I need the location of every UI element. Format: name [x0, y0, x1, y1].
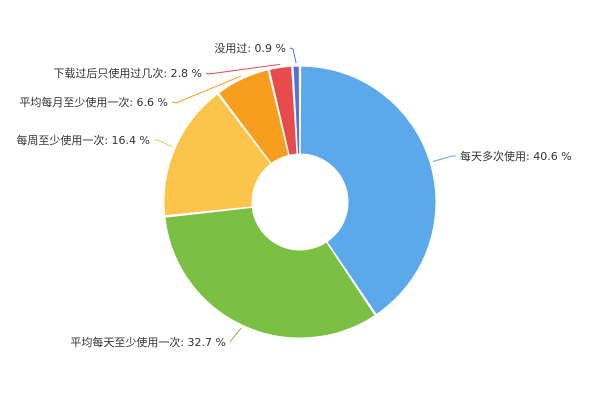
connector-every-day-multiple: [432, 155, 456, 162]
slices: [163, 65, 437, 339]
slice-monthly-at-least-once[interactable]: [217, 69, 290, 165]
label-connectors: [154, 47, 456, 343]
connector-monthly-at-least-once: [171, 75, 241, 104]
slice-weekly-at-least-once[interactable]: [163, 93, 272, 217]
label-daily-at-least-once: 平均每天至少使用一次: 32.7 %: [70, 335, 226, 349]
slice-labels: 每天多次使用: 40.6 % 平均每天至少使用一次: 32.7 % 每周至少使用一次…: [16, 42, 571, 349]
label-weekly-at-least-once: 每周至少使用一次: 16.4 %: [16, 133, 150, 147]
slice-never-used[interactable]: [292, 65, 301, 155]
connector-never-used: [289, 47, 297, 64]
label-never-used: 没用过: 0.9 %: [214, 42, 286, 55]
label-monthly-at-least-once: 平均每月至少使用一次: 6.6 %: [19, 95, 168, 109]
label-used-few-times: 下载过后只使用过几次: 2.8 %: [53, 66, 202, 80]
label-every-day-multiple: 每天多次使用: 40.6 %: [460, 149, 572, 163]
slice-used-few-times[interactable]: [268, 65, 298, 156]
connector-weekly-at-least-once: [154, 139, 173, 148]
connector-daily-at-least-once: [229, 327, 242, 343]
slice-daily-at-least-once[interactable]: [164, 206, 376, 339]
connector-used-few-times: [205, 63, 281, 75]
slice-every-day-multiple[interactable]: [299, 65, 437, 316]
